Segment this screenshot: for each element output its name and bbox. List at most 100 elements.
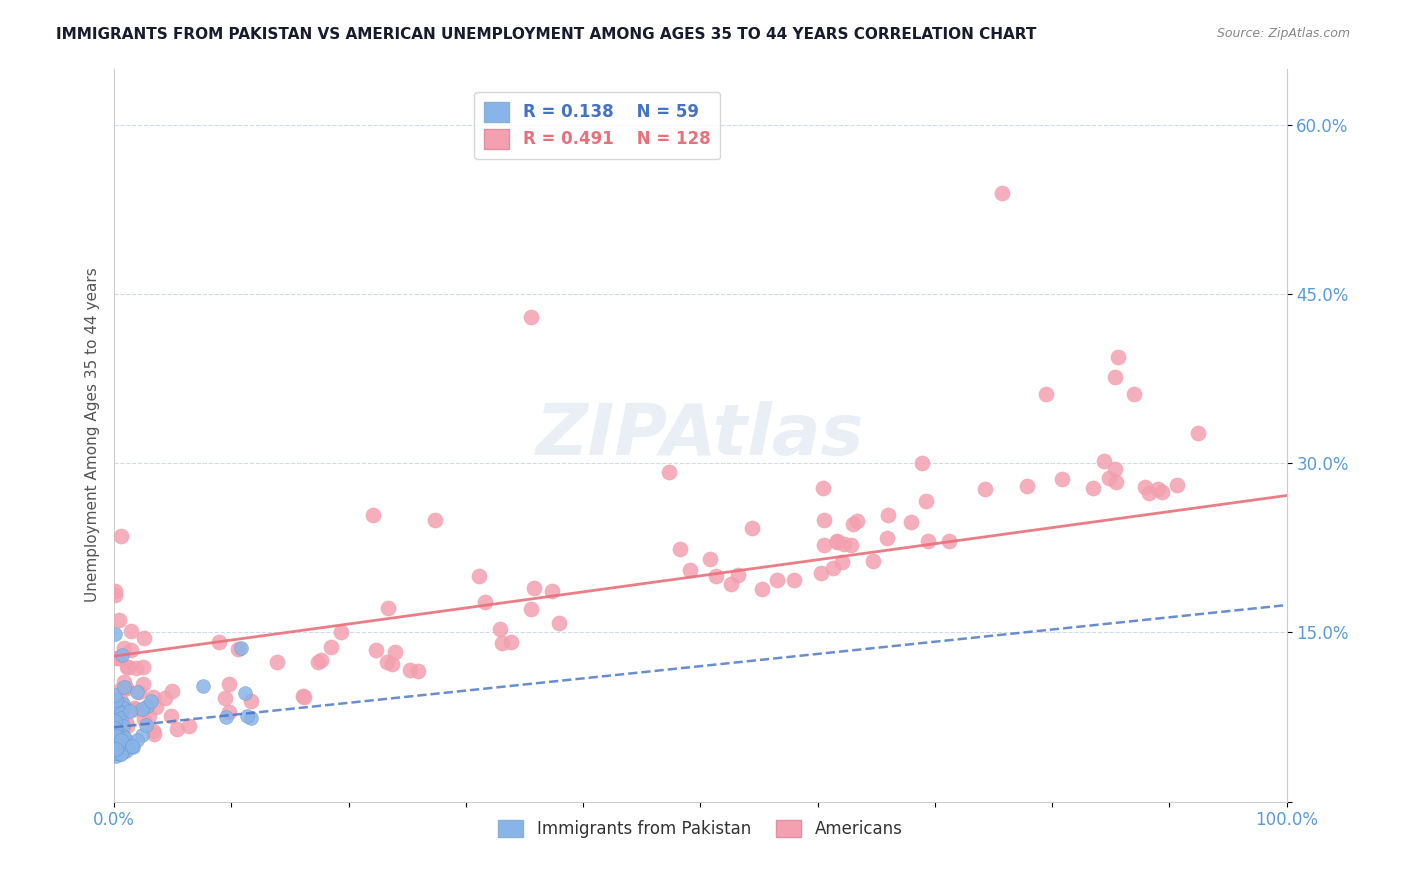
Point	[364, 642, 387, 657]
Point	[107, 720, 129, 734]
Point	[108, 683, 131, 698]
Point	[104, 721, 127, 735]
Point	[117, 735, 139, 749]
Point	[107, 712, 129, 726]
Point	[1166, 478, 1188, 492]
Point	[110, 528, 132, 542]
Point	[115, 715, 138, 730]
Point	[292, 689, 315, 703]
Point	[1187, 425, 1209, 440]
Point	[142, 690, 165, 704]
Point	[876, 531, 898, 545]
Point	[1147, 483, 1170, 497]
Point	[105, 748, 128, 763]
Point	[307, 655, 329, 669]
Point	[823, 560, 845, 574]
Point	[111, 729, 134, 743]
Point	[104, 737, 127, 751]
Point	[115, 737, 138, 751]
Point	[115, 719, 138, 733]
Point	[699, 552, 721, 566]
Point	[107, 737, 129, 751]
Point	[1133, 480, 1156, 494]
Point	[1098, 471, 1121, 485]
Point	[1137, 486, 1160, 500]
Point	[292, 690, 315, 705]
Point	[1104, 369, 1126, 384]
Point	[110, 693, 132, 707]
Point	[330, 625, 353, 640]
Point	[112, 674, 135, 689]
Point	[1035, 387, 1057, 401]
Point	[215, 710, 238, 724]
Point	[125, 661, 148, 675]
Point	[361, 508, 384, 522]
Point	[741, 521, 763, 535]
Point	[177, 718, 200, 732]
Point	[377, 600, 399, 615]
Point	[107, 721, 129, 735]
Point	[1105, 475, 1128, 490]
Point	[425, 513, 447, 527]
Point	[160, 709, 183, 723]
Point	[110, 648, 132, 662]
Point	[107, 651, 129, 665]
Point	[134, 712, 156, 726]
Point	[112, 641, 135, 656]
Point	[218, 677, 240, 691]
Point	[135, 718, 157, 732]
Point	[111, 718, 134, 732]
Point	[991, 186, 1014, 200]
Point	[166, 722, 188, 736]
Point	[811, 481, 834, 495]
Point	[900, 515, 922, 529]
Point	[917, 534, 939, 549]
Text: ZIPAtlas: ZIPAtlas	[536, 401, 865, 469]
Point	[834, 537, 856, 551]
Point	[233, 686, 256, 700]
Point	[104, 693, 127, 707]
Point	[520, 602, 543, 616]
Point	[218, 705, 240, 719]
Point	[911, 456, 934, 470]
Point	[842, 517, 865, 532]
Point	[846, 514, 869, 528]
Point	[112, 680, 135, 694]
Point	[399, 663, 422, 677]
Point	[132, 659, 155, 673]
Point	[491, 636, 513, 650]
Point	[108, 700, 131, 714]
Point	[111, 703, 134, 717]
Point	[208, 635, 231, 649]
Point	[108, 747, 131, 762]
Point	[938, 534, 960, 549]
Point	[121, 739, 143, 753]
Point	[120, 739, 142, 753]
Point	[131, 702, 153, 716]
Point	[153, 690, 176, 705]
Point	[239, 694, 262, 708]
Point	[115, 660, 138, 674]
Point	[523, 581, 546, 595]
Point	[105, 741, 128, 756]
Point	[236, 709, 259, 723]
Point	[120, 643, 142, 657]
Point	[813, 539, 835, 553]
Point	[839, 538, 862, 552]
Point	[468, 569, 491, 583]
Point	[118, 704, 141, 718]
Point	[104, 746, 127, 760]
Point	[825, 533, 848, 548]
Point	[124, 701, 146, 715]
Point	[548, 616, 571, 631]
Point	[104, 714, 127, 728]
Point	[131, 728, 153, 742]
Point	[104, 589, 127, 603]
Point	[104, 584, 127, 599]
Point	[108, 746, 131, 760]
Point	[122, 701, 145, 715]
Point	[108, 729, 131, 743]
Point	[114, 731, 136, 745]
Point	[384, 645, 406, 659]
Point	[226, 642, 249, 657]
